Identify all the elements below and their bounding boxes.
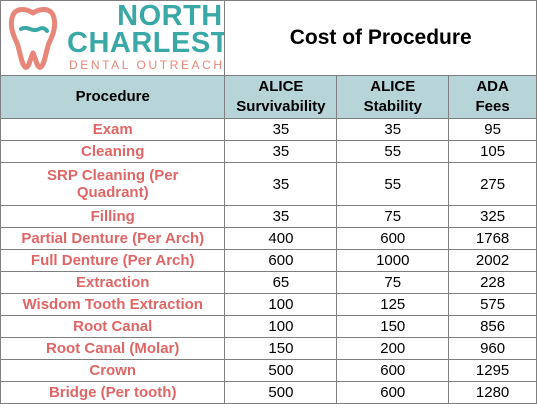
ada-fee-cell: 275 (448, 162, 537, 206)
survivability-cell: 35 (224, 162, 338, 206)
stability-cell: 600 (336, 381, 450, 404)
ada-fee-cell: 228 (448, 271, 537, 294)
logo-line2: CHARLESTON (67, 27, 224, 59)
procedure-cell: Bridge (Per tooth) (0, 381, 226, 404)
ada-fee-cell: 2002 (448, 249, 537, 272)
procedure-cell: Root Canal (0, 315, 226, 338)
stability-cell: 75 (336, 205, 450, 228)
header-line: ALICE (370, 78, 416, 95)
header-line: ALICE (258, 78, 304, 95)
procedure-cell: Root Canal (Molar) (0, 337, 226, 360)
logo: NORTH CHARLESTON DENTAL OUTREACH (2, 0, 225, 75)
survivability-cell: 150 (224, 337, 338, 360)
stability-cell: 35 (336, 118, 450, 141)
ada-fee-cell: 1280 (448, 381, 537, 404)
stability-cell: 125 (336, 293, 450, 316)
logo-wordmark: NORTH CHARLESTON (67, 0, 224, 59)
survivability-cell: 35 (224, 140, 338, 163)
table-row: Crown 500 600 1295 (0, 359, 537, 382)
table-row: Bridge (Per tooth) 500 600 1280 (0, 381, 537, 404)
survivability-cell: 100 (224, 293, 338, 316)
procedure-cell: Extraction (0, 271, 226, 294)
procedure-cell: Filling (0, 205, 226, 228)
ada-fee-cell: 325 (448, 205, 537, 228)
ada-fee-cell: 575 (448, 293, 537, 316)
header-line: Fees (475, 98, 510, 115)
table-row: Extraction 65 75 228 (0, 271, 537, 294)
table-row: Exam 35 35 95 (0, 118, 537, 141)
survivability-cell: 500 (224, 381, 338, 404)
header-line: Stability (363, 98, 422, 115)
procedure-cell: SRP Cleaning (Per Quadrant) (0, 162, 226, 206)
stability-cell: 75 (336, 271, 450, 294)
survivability-cell: 35 (224, 205, 338, 228)
table-row: SRP Cleaning (Per Quadrant) 35 55 275 (0, 162, 537, 206)
procedure-cell: Wisdom Tooth Extraction (0, 293, 226, 316)
survivability-cell: 100 (224, 315, 338, 338)
survivability-cell: 65 (224, 271, 338, 294)
stability-cell: 600 (336, 227, 450, 250)
procedure-cell: Cleaning (0, 140, 226, 163)
stability-cell: 1000 (336, 249, 450, 272)
table-row: Filling 35 75 325 (0, 205, 537, 228)
table-row: Partial Denture (Per Arch) 400 600 1768 (0, 227, 537, 250)
ada-fee-cell: 1768 (448, 227, 537, 250)
procedure-line: SRP Cleaning (Per (47, 167, 179, 184)
stability-cell: 55 (336, 140, 450, 163)
header-row: Procedure ALICE Survivability ALICE Stab… (0, 75, 537, 119)
table-row: Root Canal 100 150 856 (0, 315, 537, 338)
table-row: Root Canal (Molar) 150 200 960 (0, 337, 537, 360)
procedure-cell: Partial Denture (Per Arch) (0, 227, 226, 250)
table-row: Full Denture (Per Arch) 600 1000 2002 (0, 249, 537, 272)
col-header-ada-fees: ADA Fees (448, 75, 537, 119)
logo-line1: NORTH (117, 0, 223, 32)
survivability-cell: 500 (224, 359, 338, 382)
col-header-alice-stability: ALICE Stability (336, 75, 450, 119)
ada-fee-cell: 105 (448, 140, 537, 163)
header-line: Survivability (236, 98, 326, 115)
page-title: Cost of Procedure (224, 0, 537, 76)
ada-fee-cell: 95 (448, 118, 537, 141)
table-row: Wisdom Tooth Extraction 100 125 575 (0, 293, 537, 316)
ada-fee-cell: 1295 (448, 359, 537, 382)
stability-cell: 150 (336, 315, 450, 338)
col-header-alice-survivability: ALICE Survivability (224, 75, 338, 119)
stability-cell: 600 (336, 359, 450, 382)
stability-cell: 200 (336, 337, 450, 360)
header-line: ADA (476, 78, 509, 95)
logo-tagline: DENTAL OUTREACH (69, 58, 225, 72)
ada-fee-cell: 856 (448, 315, 537, 338)
procedure-cell: Exam (0, 118, 226, 141)
col-header-procedure: Procedure (0, 75, 226, 119)
tooth-icon (8, 7, 58, 70)
survivability-cell: 600 (224, 249, 338, 272)
logo-cell: NORTH CHARLESTON DENTAL OUTREACH (0, 0, 226, 76)
procedure-cell: Crown (0, 359, 226, 382)
procedure-cell: Full Denture (Per Arch) (0, 249, 226, 272)
procedure-line: Quadrant) (76, 184, 149, 201)
survivability-cell: 400 (224, 227, 338, 250)
title-row: NORTH CHARLESTON DENTAL OUTREACH Cost of… (0, 0, 537, 76)
ada-fee-cell: 960 (448, 337, 537, 360)
survivability-cell: 35 (224, 118, 338, 141)
table-row: Cleaning 35 55 105 (0, 140, 537, 163)
stability-cell: 55 (336, 162, 450, 206)
